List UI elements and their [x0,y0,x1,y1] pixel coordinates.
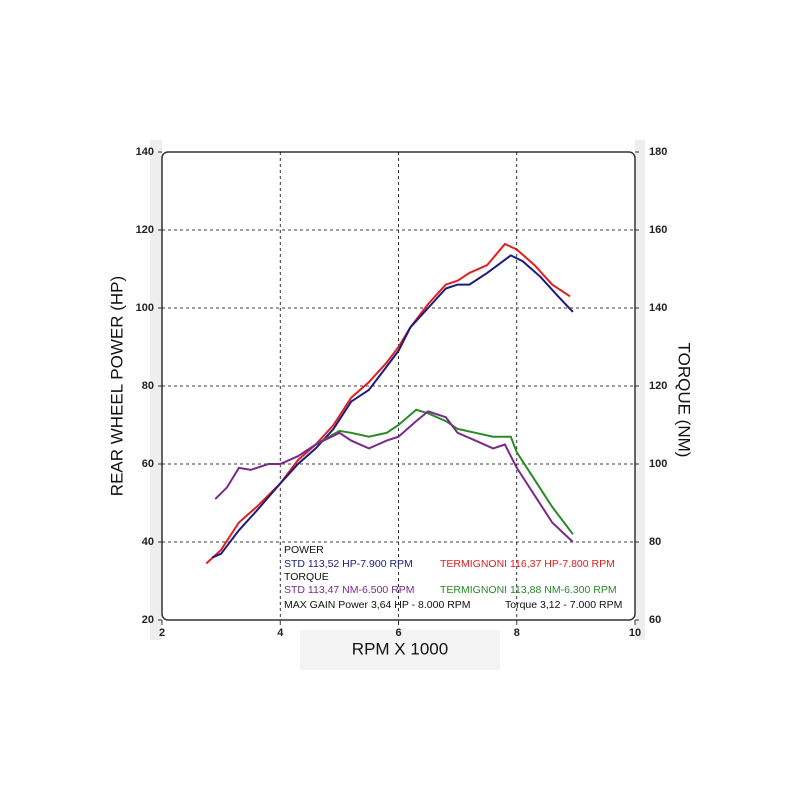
y2-tick-label: 100 [649,458,667,470]
annotation: MAX GAIN Power 3,64 HP - 8.000 RPM [284,599,471,611]
legend-entry: TERMIGNONI 113,88 NM-6.300 RPM [440,584,617,596]
x-tick-label: 8 [514,627,520,639]
x-tick-label: 2 [159,627,165,639]
y2-tick-label: 180 [649,146,667,158]
x-axis-title: RPM X 1000 [352,639,448,658]
y2-tick-label: 140 [649,302,667,314]
frame-shade [150,140,162,640]
series-line [214,410,574,543]
y-tick-label: 40 [142,536,154,548]
y-tick-label: 120 [136,224,154,236]
y2-tick-label: 160 [649,224,667,236]
y2-tick-label: 120 [649,380,667,392]
y2-tick-label: 80 [649,536,661,548]
x-tick-label: 6 [395,627,401,639]
y-tick-label: 60 [142,458,154,470]
x-tick-label: 4 [277,627,284,639]
frame-shade [300,630,500,670]
y-tick-label: 100 [136,302,154,314]
frame-shade [635,140,645,640]
annotation: Torque 3,12 - 7.000 RPM [505,599,622,611]
legend-entry: STD 113,52 HP-7.900 RPM [284,558,413,570]
y-tick-label: 20 [142,614,154,626]
y2-tick-label: 60 [649,614,661,626]
x-tick-label: 10 [629,627,641,639]
legend-entry: STD 113,47 NM-6.500 RPM [284,584,415,596]
series-line [211,254,574,559]
y-axis-title: REAR WHEEL POWER (HP) [107,276,126,496]
y2-axis-title: TORQUE (NM) [675,343,694,458]
legend-entry: TERMIGNONI 116,37 HP-7.800 RPM [440,558,615,570]
annotation: POWER [284,544,324,556]
y-tick-label: 80 [142,380,154,392]
annotation: TORQUE [284,571,329,583]
y-tick-label: 140 [136,146,154,158]
series-line [315,408,574,535]
